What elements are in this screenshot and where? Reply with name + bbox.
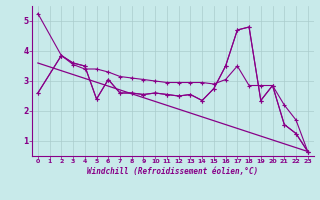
X-axis label: Windchill (Refroidissement éolien,°C): Windchill (Refroidissement éolien,°C) — [87, 167, 258, 176]
